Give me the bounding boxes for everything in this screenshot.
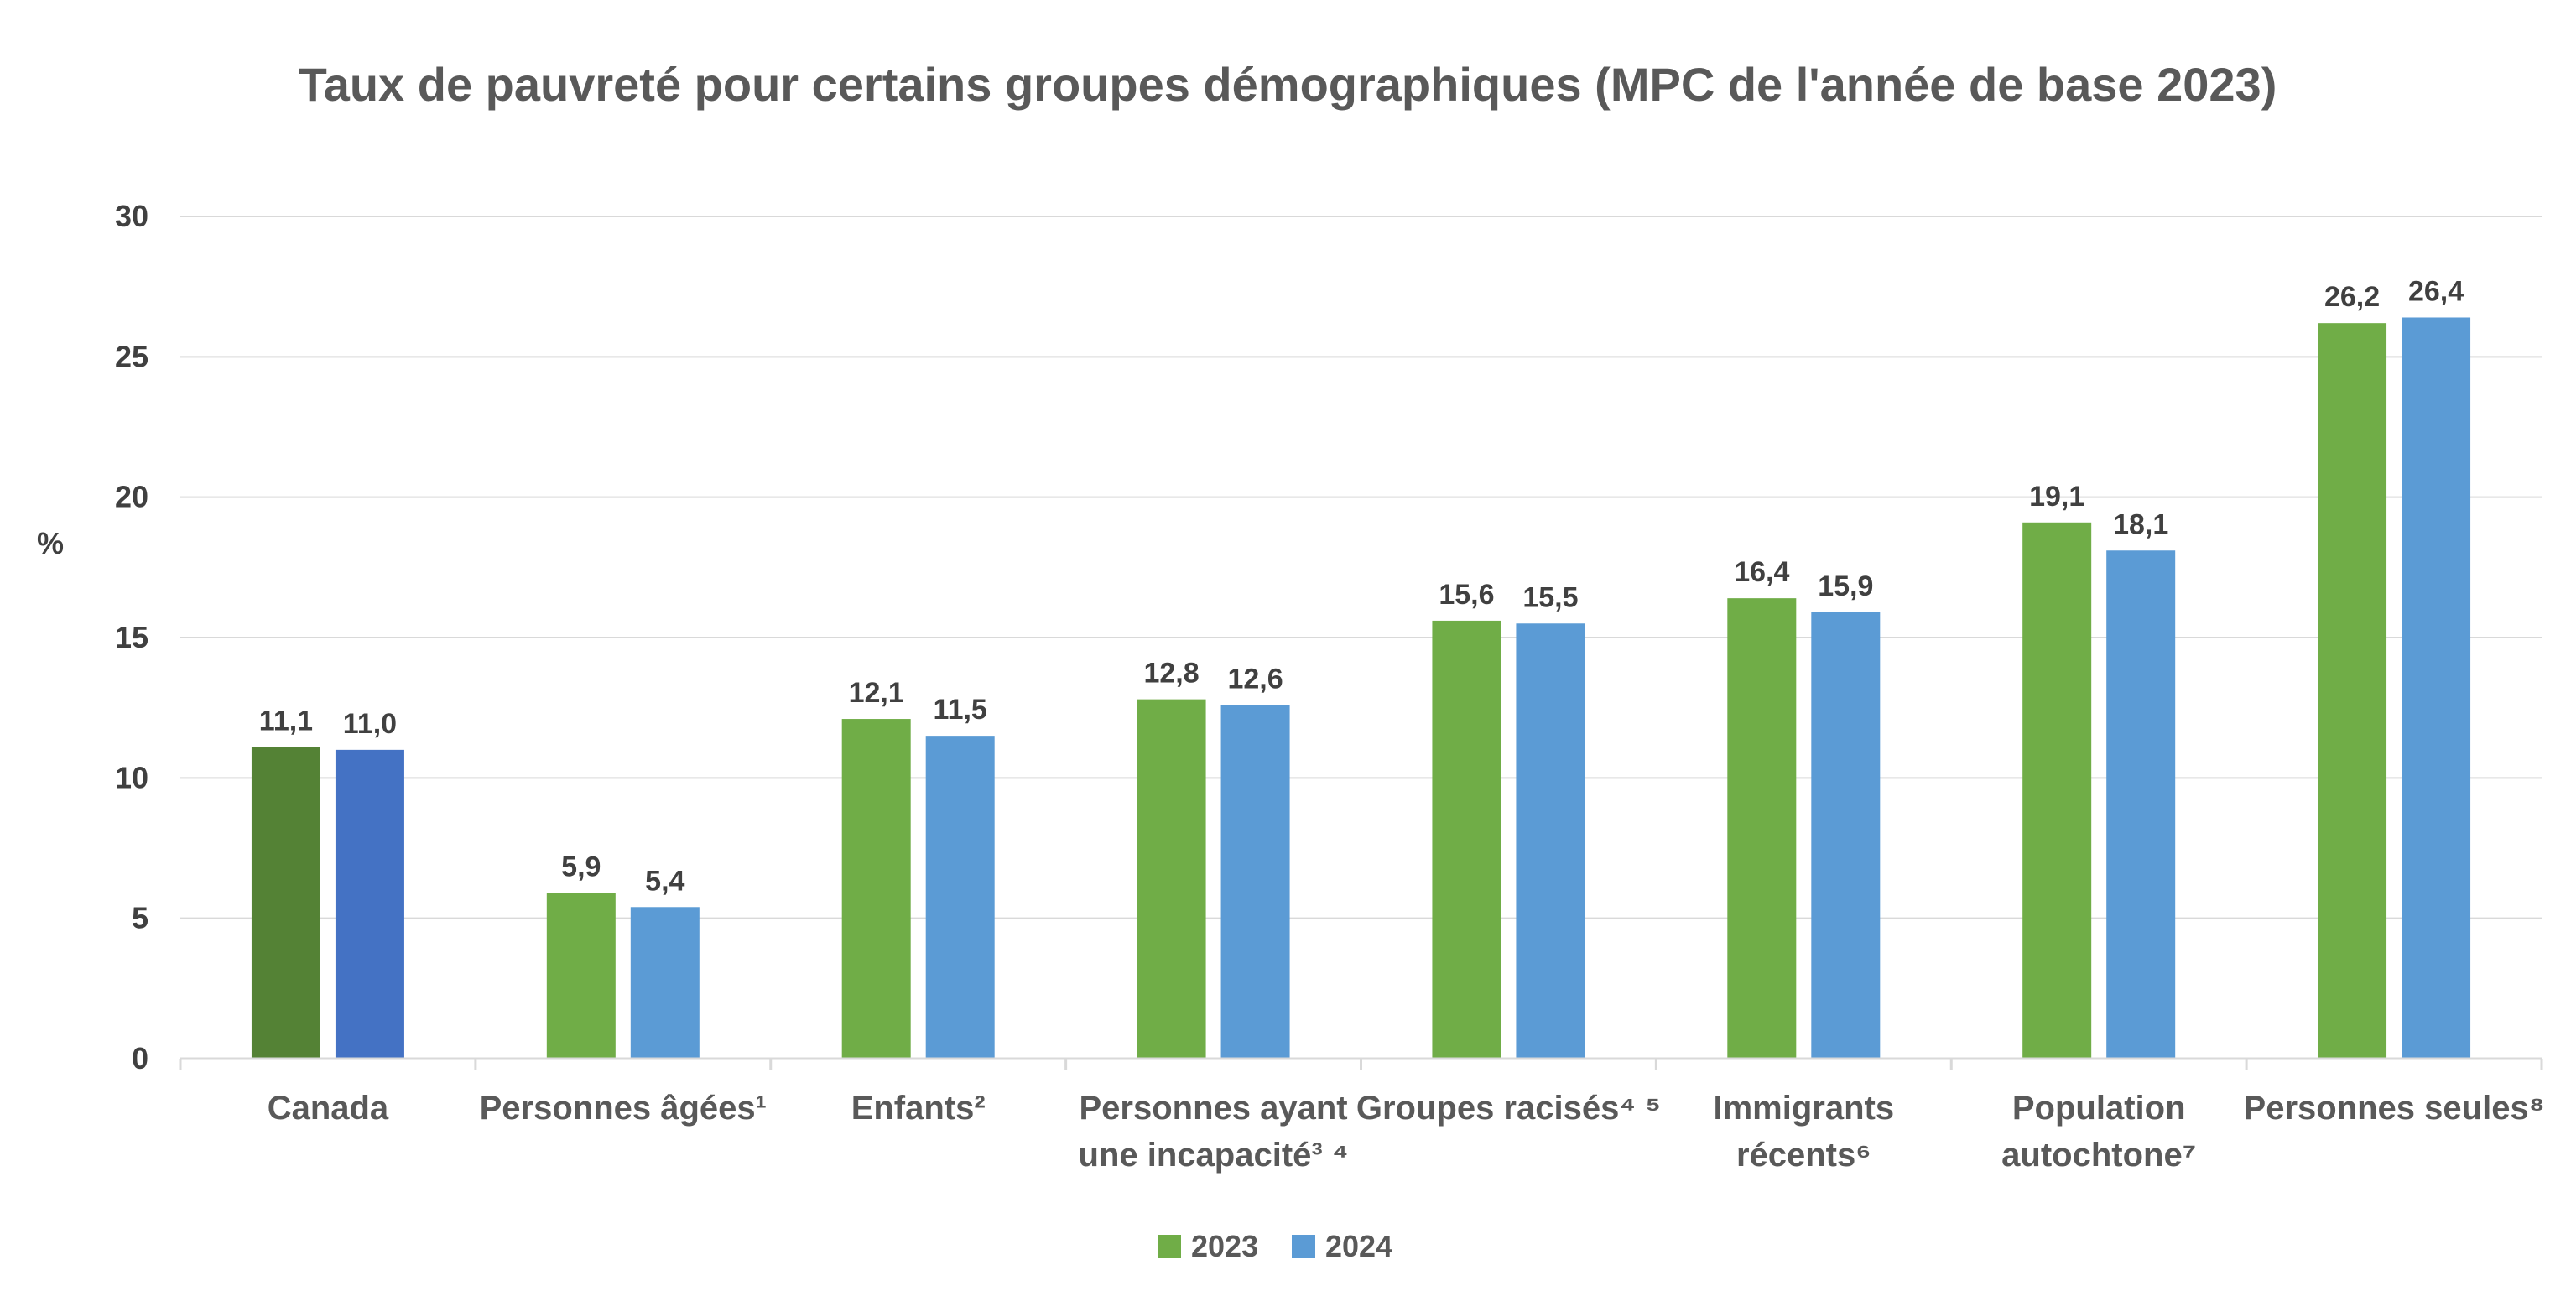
y-axis-ticks: 0 5 10 15 20 25 30 <box>115 199 148 1075</box>
bar-2024 <box>925 736 995 1059</box>
data-label: 12,6 <box>1227 663 1283 695</box>
data-label: 11,0 <box>343 708 397 740</box>
bar-2024 <box>1516 623 1585 1059</box>
bar-2023 <box>2318 323 2387 1059</box>
bar-2023 <box>2022 522 2092 1059</box>
data-label: 11,1 <box>259 705 313 737</box>
bar-2024 <box>2402 317 2471 1059</box>
y-axis-label: % <box>37 526 64 560</box>
category-label: Personnes âgées¹ <box>480 1090 767 1127</box>
bar-2023 <box>841 719 911 1059</box>
data-labels: 11,1 11,0 5,9 5,4 12,1 11,5 12,8 12,6 15,6 15,5 16… <box>259 275 2464 897</box>
category-label: Personnes seules⁸ <box>2244 1090 2545 1127</box>
bar-2024 <box>335 749 404 1059</box>
data-label: 5,4 <box>645 865 684 897</box>
data-label: 15,5 <box>1522 581 1578 613</box>
bars <box>251 317 2471 1059</box>
bar-2023 <box>1727 598 1797 1059</box>
gridlines <box>180 216 2542 919</box>
category-label: Canada <box>268 1090 389 1127</box>
legend-swatch-2024 <box>1292 1235 1315 1258</box>
bar-2023 <box>251 747 320 1059</box>
category-label: Personnes ayant une incapacité³ ⁴ <box>1079 1090 1349 1174</box>
legend: 2023 2024 <box>1158 1229 1392 1263</box>
y-tick-label: 25 <box>115 339 148 373</box>
data-label: 26,4 <box>2408 275 2464 307</box>
y-tick-label: 10 <box>115 760 148 794</box>
data-label: 18,1 <box>2113 508 2168 540</box>
data-label: 19,1 <box>2029 481 2084 513</box>
category-label: Population autochtone⁷ <box>2001 1090 2196 1174</box>
y-tick-label: 20 <box>115 480 148 514</box>
y-tick-label: 15 <box>115 620 148 654</box>
y-tick-label: 5 <box>132 901 148 935</box>
bar-2023 <box>546 893 616 1059</box>
bar-2023 <box>1432 620 1501 1059</box>
category-label: Groupes racisés⁴ ⁵ <box>1356 1090 1661 1127</box>
chart-title: Taux de pauvreté pour certains groupes d… <box>299 58 2277 111</box>
bar-2024 <box>630 907 700 1059</box>
bar-2024 <box>1220 705 1290 1059</box>
legend-swatch-2023 <box>1158 1235 1181 1258</box>
bar-2023 <box>1137 699 1206 1059</box>
category-labels: Canada Personnes âgées¹ Enfants² Personnes … <box>268 1090 2545 1174</box>
bar-2024 <box>1811 612 1881 1059</box>
category-label: Immigrants récents⁶ <box>1714 1090 1895 1174</box>
data-label: 12,1 <box>849 677 904 709</box>
bar-2024 <box>2106 550 2176 1059</box>
legend-label: 2024 <box>1325 1229 1392 1263</box>
category-label: Enfants² <box>851 1090 986 1127</box>
data-label: 15,9 <box>1818 570 1873 602</box>
data-label: 26,2 <box>2324 281 2380 313</box>
data-label: 16,4 <box>1734 556 1789 588</box>
x-axis <box>179 1057 2543 1070</box>
y-tick-label: 30 <box>115 199 148 233</box>
data-label: 15,6 <box>1439 579 1494 611</box>
y-tick-label: 0 <box>132 1041 148 1075</box>
data-label: 11,5 <box>934 694 987 726</box>
data-label: 12,8 <box>1143 658 1199 690</box>
legend-label: 2023 <box>1191 1229 1258 1263</box>
data-label: 5,9 <box>561 851 601 883</box>
